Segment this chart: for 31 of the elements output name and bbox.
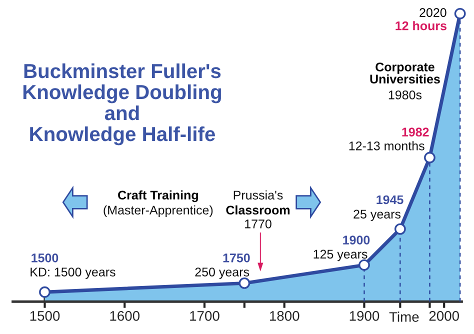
annotation: KD: 1500 years bbox=[30, 268, 116, 279]
annotation: 1500 bbox=[32, 253, 58, 262]
point bbox=[394, 223, 406, 235]
text: Buckminster Fuller's Knowledge Doubling and Knowledge Half-life bbox=[23, 63, 222, 146]
annotation: Classroom bbox=[226, 205, 290, 215]
annotation: Prussia's bbox=[234, 190, 283, 200]
point bbox=[424, 152, 436, 164]
x-tick-label: 1900 bbox=[350, 310, 380, 321]
annotation: 1900 bbox=[343, 236, 370, 244]
x-tick-label: 1500 bbox=[30, 310, 60, 321]
annotation: 12-13 months bbox=[349, 141, 424, 150]
x-tick-label: 2000 bbox=[429, 310, 460, 321]
annotation: 1945 bbox=[376, 195, 404, 204]
annotation: Craft Training bbox=[118, 190, 198, 202]
x-tick-label: 1600 bbox=[110, 310, 140, 321]
annotation: 12 hours bbox=[396, 21, 446, 30]
x-tick-label: 1700 bbox=[190, 310, 220, 321]
point bbox=[39, 286, 50, 298]
x-axis-title: Time bbox=[389, 312, 419, 322]
annotation: 2020 bbox=[420, 8, 446, 18]
x-tick-label: 1800 bbox=[270, 310, 300, 321]
annotation: Corporate Universities bbox=[370, 62, 440, 84]
point bbox=[454, 8, 466, 20]
annotation: 1982 bbox=[402, 128, 429, 137]
annotation: 1980s bbox=[388, 90, 422, 100]
annotation: (Master-Apprentice) bbox=[104, 205, 213, 218]
annotation: 1750 bbox=[223, 253, 250, 262]
annotation: 25 years bbox=[354, 210, 401, 222]
annotation: 250 years bbox=[195, 268, 250, 279]
annotation: 125 years bbox=[314, 250, 368, 262]
annotation: 1770 bbox=[245, 220, 272, 228]
